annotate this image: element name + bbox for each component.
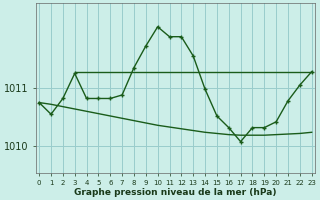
X-axis label: Graphe pression niveau de la mer (hPa): Graphe pression niveau de la mer (hPa) [74, 188, 277, 197]
